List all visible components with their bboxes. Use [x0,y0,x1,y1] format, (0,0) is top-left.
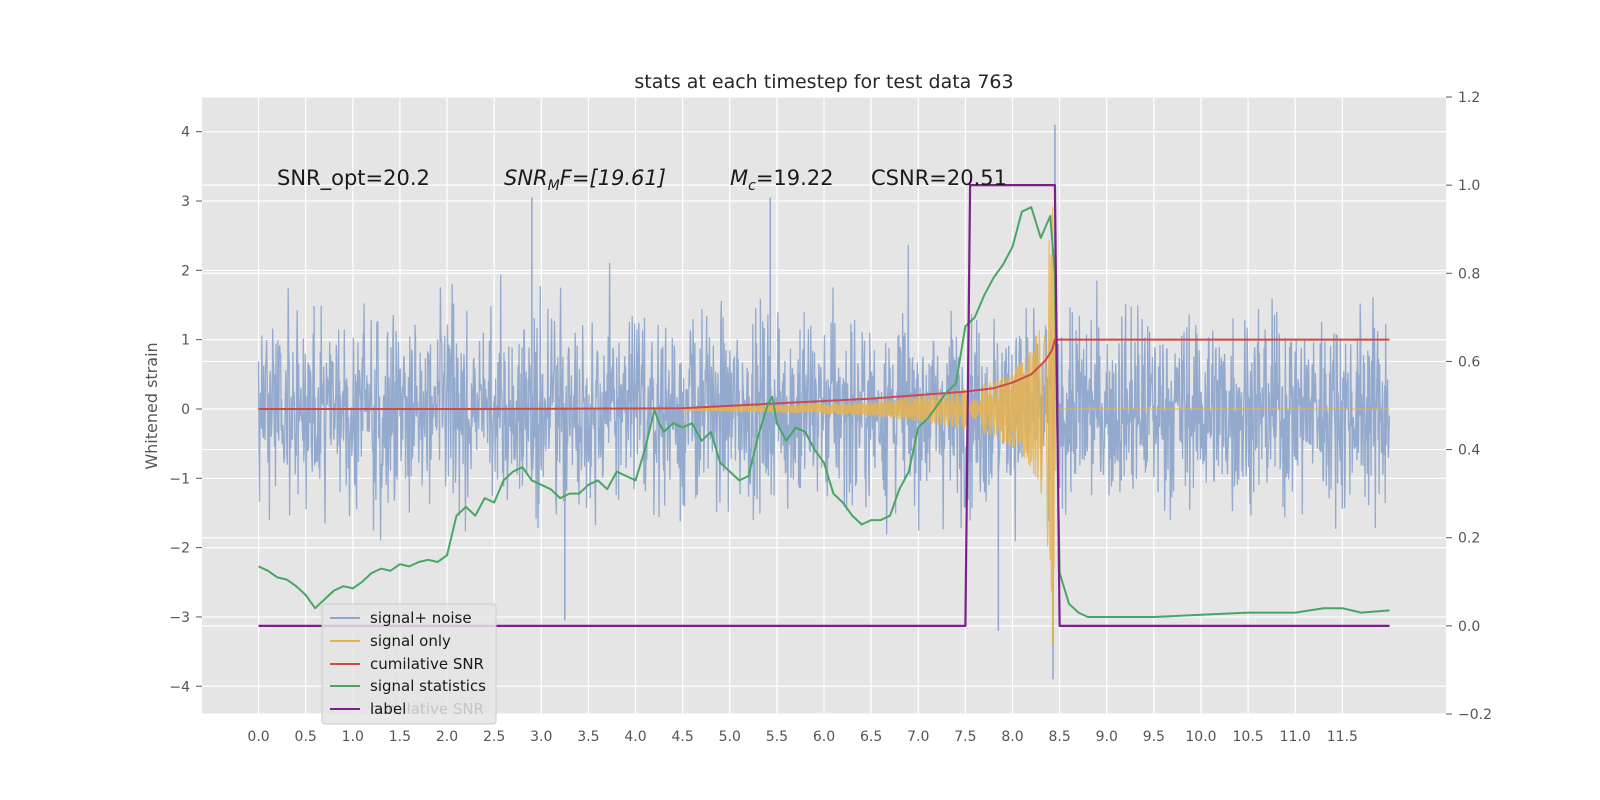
y-tick-label: −3 [169,610,190,626]
legend-entry-cumulative-snr: cumilative SNR [330,655,484,673]
y-tick-label: −4 [169,679,190,695]
x-tick-label: 10.0 [1185,729,1216,745]
legend-box [321,603,497,725]
x-tick-label: 7.5 [954,729,976,745]
legend-entry-label: label [330,700,406,718]
label-series [258,184,1390,627]
x-axis-ticks: 0.0 0.5 1.0 1.5 2.0 2.5 3.0 3.5 4.0 4.5 5.0 5.5 6.0 6… [247,729,1358,745]
x-tick-label: 0.0 [247,729,269,745]
signal-statistics-series [258,206,1390,618]
x-tick-label: 2.0 [436,729,458,745]
label-line [258,184,1390,627]
y-axis-ticks: 4 3 2 1 0 −1 −2 −3 −4 [169,125,202,695]
x-tick-label: 8.0 [1001,729,1023,745]
y-tick-label: 2 [181,263,190,279]
x-tick-label: 5.0 [719,729,741,745]
x-tick-label: 4.5 [672,729,694,745]
y-tick-label: 1 [181,333,190,349]
y2-tick-label: −0.2 [1458,707,1492,723]
chart-title: stats at each timestep for test data 763 [634,71,1013,93]
x-tick-label: 11.5 [1327,729,1358,745]
x-tick-label: 6.0 [813,729,835,745]
y2-tick-label: 0.8 [1458,266,1480,282]
y-tick-label: 0 [181,402,190,418]
x-tick-label: 1.0 [342,729,364,745]
y2-tick-label: 0.6 [1458,354,1480,370]
x-tick-label: 11.0 [1280,729,1311,745]
legend-label-label: label [370,700,406,718]
x-tick-label: 0.5 [295,729,317,745]
y-tick-label: −1 [169,471,190,487]
cumulative-snr-series [258,338,1390,410]
annotation-snr-mf: SNRMF=[19.61] [504,166,666,194]
legend-entry-signal-plus-noise: signal+ noise [330,609,472,627]
legend-ghost-text: cumilative SNR [370,700,484,718]
y-tick-label: −2 [169,541,190,557]
legend-label-signal-statistics: signal statistics [370,677,486,695]
y-tick-label: 3 [181,194,190,210]
x-tick-label: 9.5 [1143,729,1165,745]
x-tick-label: 10.5 [1233,729,1264,745]
x-tick-label: 3.0 [530,729,552,745]
x-tick-label: 5.5 [766,729,788,745]
annotation-chirp-mass: Mc=19.22 [730,166,834,194]
y-tick-label: 4 [181,125,190,141]
legend-entry-signal-only: signal only [330,632,451,650]
legend-label-signal-plus-noise: signal+ noise [370,609,472,627]
signal-plus-noise-line [257,244,1391,542]
y2-tick-label: 1.0 [1458,178,1480,194]
signal-statistics-line [258,206,1390,618]
y2-tick-label: 1.2 [1458,90,1480,106]
x-tick-label: 6.5 [860,729,882,745]
legend-label-signal-only: signal only [370,632,451,650]
legend-label-cumulative-snr: cumilative SNR [370,655,484,673]
x-tick-label: 2.5 [483,729,505,745]
x-tick-label: 8.5 [1048,729,1070,745]
cumulative-snr-line [258,338,1390,410]
y2-tick-label: 0.0 [1458,619,1480,635]
x-tick-label: 4.0 [624,729,646,745]
y2-axis-ticks: 1.2 1.0 0.8 0.6 0.4 0.2 0.0 −0.2 [1446,90,1492,723]
legend: cumilative SNR signal+ noise signal only… [321,603,497,725]
annotation-csnr: CSNR=20.51 [871,166,1007,190]
y2-tick-label: 0.2 [1458,531,1480,547]
legend-entry-signal-statistics: signal statistics [330,677,486,695]
x-tick-label: 3.5 [577,729,599,745]
x-tick-label: 9.0 [1096,729,1118,745]
annotation-snr-opt: SNR_opt=20.2 [277,166,430,191]
y2-tick-label: 0.4 [1458,443,1480,459]
x-tick-label: 7.0 [907,729,929,745]
y-axis-label: Whitened strain [142,342,161,469]
annotations: SNR_opt=20.2 SNRMF=[19.61] Mc=19.22 CSNR… [277,166,1007,194]
x-tick-label: 1.5 [389,729,411,745]
